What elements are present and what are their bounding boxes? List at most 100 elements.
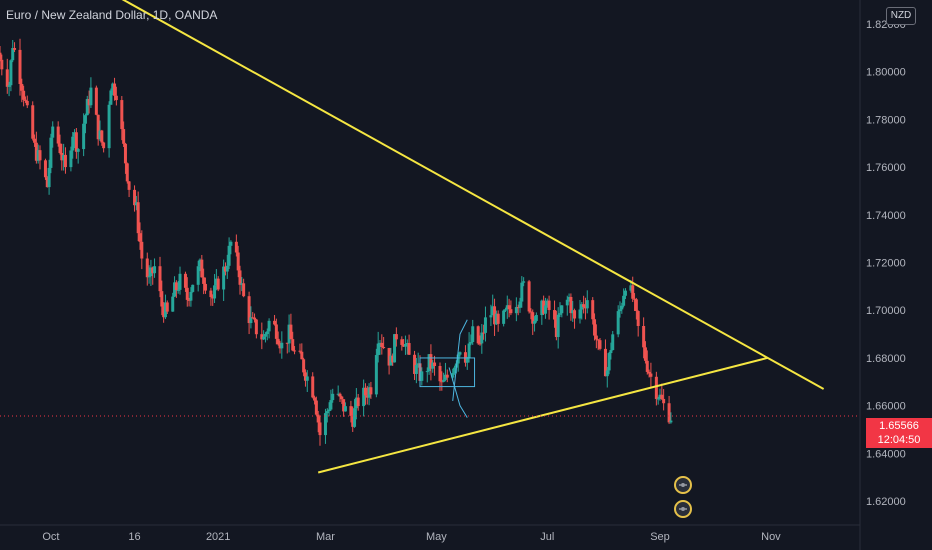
candle-body [329,400,333,410]
x-tick-label: Sep [650,531,670,543]
candle-body [520,282,524,302]
candle-body [209,290,213,298]
candle-body [362,387,366,407]
candle-body [407,343,411,355]
candle-body [102,142,106,149]
candle-body [114,95,118,101]
candle-body [478,343,482,345]
candle-body [153,266,157,274]
candle-body [262,336,266,340]
candle-body [125,163,129,182]
x-tick-label: Mar [316,531,335,543]
candle-body [122,129,126,144]
candle-body [429,354,433,369]
candle-body [136,202,140,234]
candle-body [560,305,564,314]
candle-body [82,123,86,150]
candle-body [353,408,357,427]
candle-body [45,177,49,188]
candle-body [76,149,80,152]
candle-body [611,334,615,351]
candle-body [343,406,347,412]
x-tick-label: 16 [128,531,140,543]
candle-body [393,334,397,363]
candle-body [514,307,518,314]
candle-body [69,150,73,168]
candle-body [145,258,149,278]
candle-body [620,305,624,310]
candle-body [242,283,246,297]
candle-body [147,276,151,278]
candle-body [400,339,404,345]
candle-body [200,259,204,278]
candle-body [253,317,257,320]
candle-body [60,152,64,161]
candle-body [302,359,306,373]
candle-body [94,87,98,115]
candle-body [427,354,431,372]
candle-body [431,362,435,369]
pattern-box [419,357,476,388]
candle-body [623,290,627,296]
candle-body [313,397,317,401]
candle-body [603,348,607,377]
candle-body [378,342,382,344]
candle-body [49,137,53,168]
candle-body [71,136,75,151]
candle-body [36,150,40,161]
economic-event-icon[interactable] [674,476,692,494]
candle-body [133,189,137,206]
candle-body [138,233,142,242]
candle-body [527,281,531,312]
candle-body [582,304,586,308]
candle-body [502,310,506,324]
candle-body [529,311,533,313]
candle-body [451,373,455,378]
y-tick-label: 1.68000 [866,353,906,365]
candle-body [376,343,380,356]
candle-body [516,307,520,309]
candle-body [367,387,371,398]
candle-body [183,273,187,288]
candle-body [542,300,546,314]
candle-body [25,100,29,106]
candle-body [236,252,240,271]
candle-body [629,285,633,291]
candle-body [134,202,138,206]
candle-body [416,363,420,365]
candle-body [509,309,513,314]
candle-body [18,49,22,84]
candle-body [540,300,544,316]
candle-body [163,302,167,318]
last-price-label: 1.65566 12:04:50 [866,418,932,448]
candle-body [442,379,446,382]
candle-body [433,362,437,366]
y-tick-label: 1.76000 [866,162,906,174]
candle-body [107,104,111,149]
economic-event-icon[interactable] [674,500,692,518]
candle-body [522,281,526,283]
candle-body [5,69,9,87]
candle-body [534,315,538,321]
candle-body [58,143,62,153]
candle-body [413,354,417,374]
y-tick-label: 1.78000 [866,114,906,126]
candle-body [405,343,409,345]
candle-body [340,396,344,400]
currency-badge[interactable]: NZD [886,7,916,25]
candle-body [0,52,2,60]
candle-body [33,138,37,143]
x-tick-label: May [426,531,447,543]
candle-body [216,278,220,290]
candle-body [211,297,215,299]
candle-body [491,306,495,316]
candle-body [274,324,278,339]
candle-body [654,376,658,399]
candle-body [598,340,602,349]
candle-body [658,394,662,399]
candle-body [109,90,113,105]
candle-body [669,420,673,423]
candle-body [438,365,442,382]
candle-body [149,267,153,277]
